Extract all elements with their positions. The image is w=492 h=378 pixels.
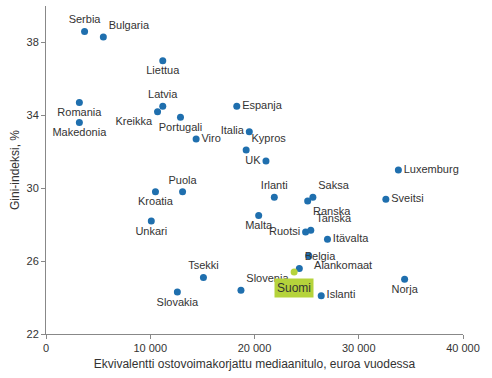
svg-text:Tanska: Tanska	[316, 212, 352, 224]
svg-text:20 000: 20 000	[238, 342, 272, 354]
svg-text:Sveitsi: Sveitsi	[391, 192, 423, 204]
svg-text:Espanja: Espanja	[242, 99, 283, 111]
svg-text:Malta: Malta	[245, 219, 273, 231]
svg-text:Makedonia: Makedonia	[52, 126, 107, 138]
svg-text:22: 22	[27, 328, 39, 340]
svg-text:0: 0	[43, 342, 49, 354]
svg-text:30: 30	[27, 182, 39, 194]
svg-text:Kreikka: Kreikka	[115, 115, 153, 127]
svg-text:Ruotsi: Ruotsi	[269, 225, 300, 237]
svg-text:Slovenia: Slovenia	[246, 272, 289, 284]
svg-text:Kroatia: Kroatia	[138, 195, 174, 207]
svg-text:Ranska: Ranska	[313, 205, 351, 217]
svg-text:Puola: Puola	[168, 174, 197, 186]
svg-text:Suomi: Suomi	[277, 281, 311, 295]
svg-text:Tsekki: Tsekki	[188, 259, 219, 271]
svg-text:Belgia: Belgia	[305, 250, 336, 262]
svg-text:Bulgaria: Bulgaria	[109, 19, 150, 31]
svg-text:Portugali: Portugali	[159, 121, 202, 133]
svg-text:Ekvivalentti ostovoimakorjattu: Ekvivalentti ostovoimakorjattu mediaanit…	[94, 357, 416, 371]
svg-text:38: 38	[27, 36, 39, 48]
svg-text:30 000: 30 000	[342, 342, 376, 354]
svg-text:Unkari: Unkari	[135, 225, 167, 237]
svg-text:Saksa: Saksa	[318, 179, 349, 191]
svg-text:Viro: Viro	[201, 132, 220, 144]
svg-text:UK: UK	[245, 154, 261, 166]
svg-text:10 000: 10 000	[133, 342, 167, 354]
svg-text:Islanti: Islanti	[327, 288, 356, 300]
svg-text:Romania: Romania	[57, 106, 102, 118]
svg-text:Gini-indeksi, %: Gini-indeksi, %	[8, 130, 22, 210]
svg-text:Italia: Italia	[221, 124, 245, 136]
svg-text:Serbia: Serbia	[69, 13, 102, 25]
svg-text:Latvia: Latvia	[148, 88, 178, 100]
svg-text:Kypros: Kypros	[252, 132, 287, 144]
svg-text:34: 34	[27, 109, 39, 121]
svg-text:Itävalta: Itävalta	[333, 232, 369, 244]
svg-text:Norja: Norja	[391, 283, 418, 295]
svg-text:Alankomaat: Alankomaat	[314, 259, 372, 271]
svg-text:Luxemburg: Luxemburg	[404, 163, 459, 175]
svg-text:Irlanti: Irlanti	[261, 179, 288, 191]
svg-text:40 000: 40 000	[446, 342, 480, 354]
svg-text:Liettua: Liettua	[146, 64, 180, 76]
svg-text:Slovakia: Slovakia	[157, 296, 199, 308]
svg-text:26: 26	[27, 255, 39, 267]
